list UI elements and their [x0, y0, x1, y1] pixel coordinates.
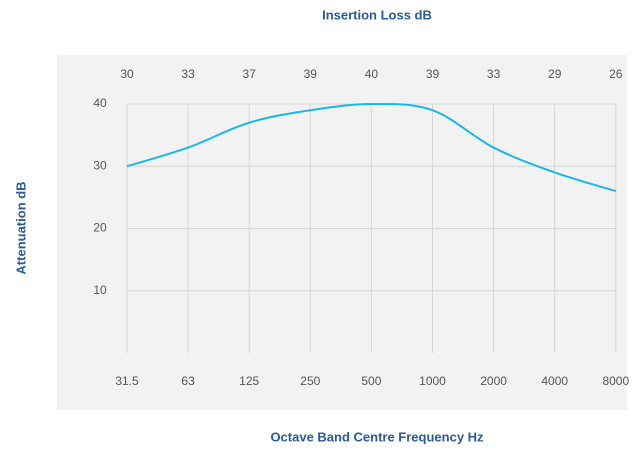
x-tick-label: 63: [181, 374, 195, 388]
data-label: 39: [426, 67, 440, 81]
chart-title: Insertion Loss dB: [322, 7, 432, 22]
x-axis-label: Octave Band Centre Frequency Hz: [270, 429, 484, 444]
x-tick-label: 31.5: [115, 374, 139, 388]
x-tick-label: 4000: [541, 374, 568, 388]
x-tick-label: 8000: [602, 374, 629, 388]
data-label: 37: [243, 67, 257, 81]
plot-background: [57, 55, 627, 410]
data-label: 39: [304, 67, 318, 81]
y-tick-label: 10: [93, 283, 107, 297]
data-label: 26: [609, 67, 623, 81]
x-tick-label: 2000: [480, 374, 507, 388]
x-tick-label: 250: [300, 374, 320, 388]
x-tick-label: 1000: [419, 374, 446, 388]
data-label: 29: [548, 67, 562, 81]
data-label: 33: [487, 67, 501, 81]
line: [126, 102, 617, 193]
y-tick-label: 40: [93, 96, 107, 110]
y-tick-label: 30: [93, 158, 107, 172]
y-tick-label: 20: [93, 221, 107, 235]
data-label: 30: [120, 67, 134, 81]
y-axis-label: Attenuation dB: [13, 181, 28, 274]
data-label: 40: [365, 67, 379, 81]
x-tick-label: 125: [239, 374, 259, 388]
x-tick-label: 500: [361, 374, 381, 388]
data-label: 33: [181, 67, 195, 81]
